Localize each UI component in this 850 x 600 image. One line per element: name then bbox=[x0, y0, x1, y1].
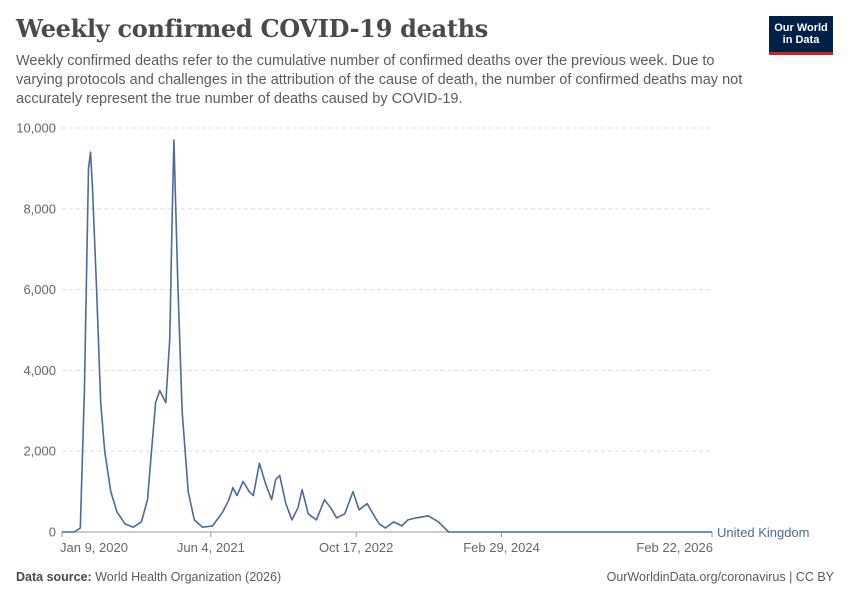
y-tick-label: 6,000 bbox=[23, 282, 56, 297]
x-tick-label: Jun 4, 2021 bbox=[177, 540, 245, 555]
chart-title: Weekly confirmed COVID-19 deaths bbox=[16, 14, 488, 43]
y-tick-label: 2,000 bbox=[23, 444, 56, 459]
series-line bbox=[62, 139, 712, 533]
y-tick-label: 10,000 bbox=[16, 121, 56, 136]
series-label: United Kingdom bbox=[717, 525, 810, 540]
x-tick-label: Oct 17, 2022 bbox=[319, 540, 393, 555]
y-tick-label: 0 bbox=[49, 525, 56, 540]
data-source: Data source: World Health Organization (… bbox=[16, 570, 281, 584]
x-tick-label: Feb 29, 2024 bbox=[463, 540, 540, 555]
logo-line-1: Our World bbox=[774, 22, 828, 34]
logo-line-2: in Data bbox=[782, 34, 820, 46]
data-source-label: Data source: bbox=[16, 570, 92, 584]
credit-link[interactable]: OurWorldinData.org/coronavirus | CC BY bbox=[606, 570, 834, 584]
x-tick-label: Feb 22, 2026 bbox=[636, 540, 713, 555]
x-tick-label: Jan 9, 2020 bbox=[60, 540, 128, 555]
data-source-link[interactable]: World Health Organization (2026) bbox=[95, 570, 282, 584]
owid-logo[interactable]: Our World in Data bbox=[769, 16, 833, 55]
y-tick-label: 4,000 bbox=[23, 363, 56, 378]
y-tick-label: 8,000 bbox=[23, 201, 56, 216]
chart-subtitle: Weekly confirmed deaths refer to the cum… bbox=[16, 53, 743, 107]
